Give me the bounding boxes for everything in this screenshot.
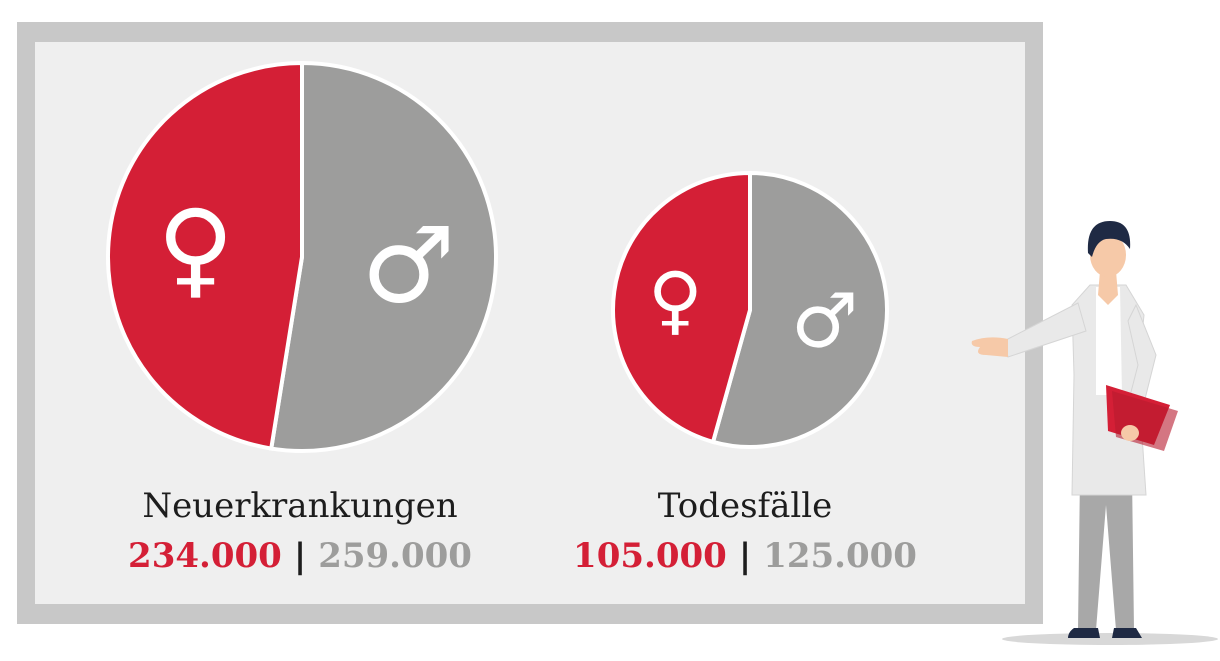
value-female: 234.000 bbox=[128, 536, 282, 576]
male-symbol-icon: ♂ bbox=[791, 276, 858, 364]
doctor-shoe-right bbox=[1112, 628, 1142, 638]
doctor-legs bbox=[1078, 475, 1134, 630]
doctor-shirt bbox=[1096, 287, 1122, 395]
value-male: 259.000 bbox=[318, 536, 472, 576]
doctor-shoe-left bbox=[1068, 628, 1100, 638]
doctor-hand bbox=[971, 337, 1008, 357]
doctor-head bbox=[1090, 233, 1126, 277]
chart-values-neuerkrankungen: 234.000 | 259.000 bbox=[60, 536, 540, 576]
value-male: 125.000 bbox=[763, 536, 917, 576]
female-symbol-icon: ♀ bbox=[648, 256, 703, 344]
value-separator: | bbox=[738, 536, 752, 576]
pie-slice-male bbox=[710, 170, 889, 449]
value-separator: | bbox=[293, 536, 307, 576]
chart-values-todesfaelle: 105.000 | 125.000 bbox=[505, 536, 985, 576]
doctor-shadow bbox=[1002, 633, 1218, 645]
pie-chart-todesfaelle: ♂♀ bbox=[611, 170, 889, 449]
doctor-hand-right bbox=[1121, 425, 1139, 441]
doctor-neck bbox=[1098, 271, 1118, 305]
value-female: 105.000 bbox=[573, 536, 727, 576]
chart-title-todesfaelle: Todesfälle bbox=[657, 486, 833, 526]
pie-slice-female bbox=[611, 170, 752, 445]
chart-title-neuerkrankungen: Neuerkrankungen bbox=[142, 486, 458, 526]
doctor-illustration bbox=[971, 221, 1218, 645]
female-symbol-icon: ♀ bbox=[157, 188, 234, 310]
male-symbol-icon: ♂ bbox=[361, 204, 455, 326]
pie-slice-male bbox=[268, 60, 498, 453]
doctor-hair bbox=[1087, 221, 1131, 257]
pie-chart-neuerkrankungen: ♂♀ bbox=[106, 60, 498, 453]
pie-slice-female bbox=[106, 60, 304, 451]
